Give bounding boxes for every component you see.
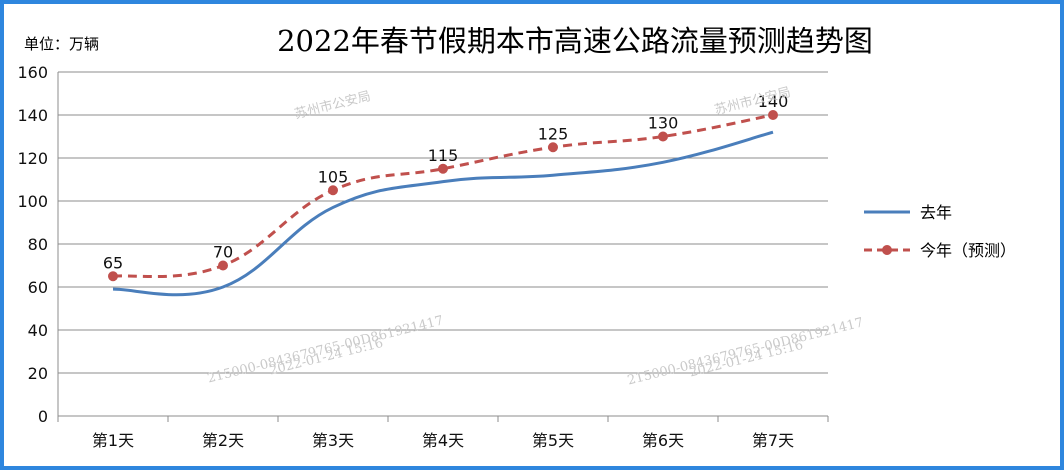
unit-label: 单位：万辆 — [24, 35, 100, 53]
data-point-marker — [328, 185, 338, 196]
x-tick-label: 第6天 — [642, 431, 684, 450]
legend-label-last-year: 去年 — [920, 203, 953, 222]
data-point-marker — [548, 142, 558, 153]
x-tick-label: 第1天 — [92, 431, 134, 450]
y-tick-label: 60 — [28, 278, 48, 297]
y-tick-label: 160 — [17, 63, 48, 82]
y-tick-label: 140 — [17, 106, 48, 125]
x-tick-label: 第3天 — [312, 431, 354, 450]
legend-item-last-year: 去年 — [864, 198, 1016, 224]
data-point-marker — [658, 131, 668, 142]
y-tick-label: 20 — [28, 364, 48, 383]
x-tick-label: 第4天 — [422, 431, 464, 450]
y-tick-label: 80 — [28, 235, 48, 254]
legend: 去年 今年（预测） — [864, 198, 1016, 274]
data-point-marker — [768, 110, 778, 120]
data-label: 125 — [538, 124, 569, 143]
data-label: 115 — [428, 146, 459, 165]
y-tick-label: 40 — [28, 321, 48, 340]
x-tick-label: 第5天 — [532, 431, 574, 450]
data-label: 105 — [318, 167, 349, 186]
data-point-marker — [438, 163, 448, 174]
y-tick-label: 0 — [38, 407, 48, 426]
legend-swatch-dashed-line-marker — [864, 242, 910, 256]
chart-title: 2022年春节假期本市高速公路流量预测趋势图 — [277, 24, 873, 58]
series-line-last-year — [112, 130, 774, 297]
data-point-marker — [218, 260, 228, 271]
data-label: 140 — [758, 92, 789, 111]
legend-item-this-year: 今年（预测） — [864, 236, 1016, 262]
data-label: 65 — [103, 253, 123, 272]
x-tick-label: 第2天 — [202, 431, 244, 450]
legend-swatch-solid-line — [864, 204, 910, 218]
data-label: 130 — [648, 114, 679, 133]
x-tick-label: 第7天 — [752, 431, 794, 450]
y-tick-label: 120 — [17, 149, 48, 168]
y-tick-label: 100 — [17, 192, 48, 211]
data-point-marker — [108, 271, 118, 282]
data-label: 70 — [213, 243, 233, 262]
legend-label-this-year: 今年（预测） — [920, 241, 1017, 260]
